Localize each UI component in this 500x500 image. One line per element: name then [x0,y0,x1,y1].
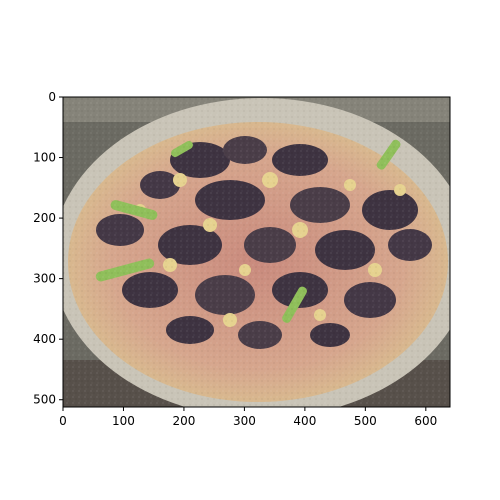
x-tick-label: 100 [112,414,135,428]
x-tick-label: 200 [172,414,195,428]
y-axis-ticks: 0 100 200 300 400 500 [33,90,63,407]
axes: 0 100 200 300 400 500 600 0 100 200 300 400 500 [33,90,451,428]
y-tick-label: 0 [48,90,56,104]
x-tick-label: 600 [414,414,437,428]
x-tick-label: 0 [59,414,67,428]
x-tick-label: 400 [293,414,316,428]
photo-image [63,97,450,407]
y-tick-label: 300 [33,272,56,286]
x-tick-label: 500 [354,414,377,428]
y-tick-label: 200 [33,211,56,225]
y-tick-label: 100 [33,151,56,165]
axes-frame [62,96,451,408]
y-tick-label: 500 [33,393,56,407]
y-tick-label: 400 [33,332,56,346]
x-tick-label: 300 [233,414,256,428]
x-axis-ticks: 0 100 200 300 400 500 600 [59,407,437,428]
